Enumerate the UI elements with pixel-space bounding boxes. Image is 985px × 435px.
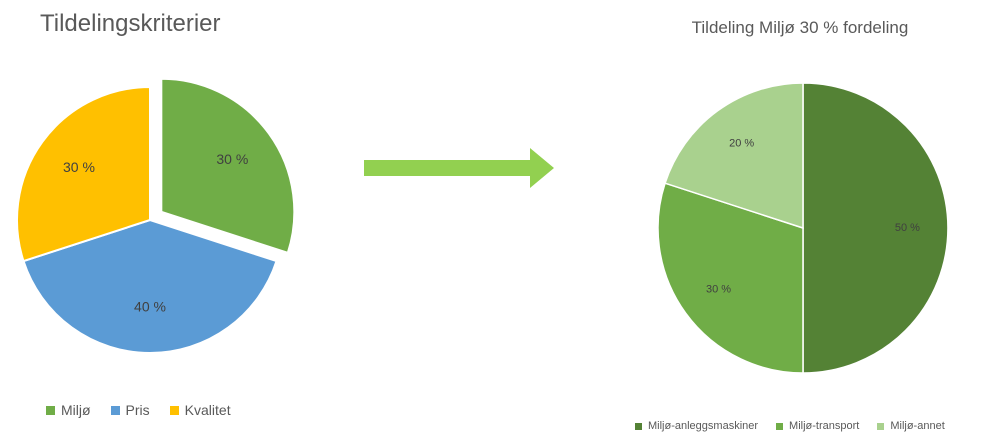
pie-slice-kvalitet — [16, 85, 151, 263]
pie-slice-miljo — [160, 77, 296, 255]
legend-swatch-miljo — [46, 405, 55, 415]
data-label-miljo: 30 % — [216, 151, 248, 167]
legend-label-pris: Pris — [125, 402, 150, 418]
legend-label-kvalitet: Kvalitet — [184, 402, 231, 418]
data-label-kvalitet: 30 % — [63, 159, 95, 175]
legend-item-anleggsmaskiner: Miljø-anleggsmaskiner — [635, 420, 758, 432]
data-label-pris: 40 % — [134, 298, 166, 314]
left-chart-title: Tildelingskriterier — [40, 10, 221, 37]
legend-swatch-pris — [110, 405, 120, 415]
legend-swatch-annet — [877, 422, 885, 430]
pie-slice-miljo-anleggsmaskiner — [802, 82, 949, 374]
left-chart-legend: Miljø Pris Kvalitet — [46, 402, 231, 418]
legend-item-kvalitet: Kvalitet — [169, 402, 231, 418]
legend-item-annet: Miljø-annet — [877, 420, 945, 432]
legend-label-anleggsmaskiner: Miljø-anleggsmaskiner — [648, 420, 759, 432]
legend-item-pris: Pris — [110, 402, 150, 418]
arrow-right-icon — [364, 148, 554, 188]
pie-slice-pris — [22, 218, 278, 354]
legend-label-annet: Miljø-annet — [890, 420, 945, 432]
pie-slice-miljo-transport — [657, 182, 804, 374]
legend-swatch-transport — [776, 422, 784, 430]
data-label-miljo-annet: 20 % — [729, 137, 754, 149]
legend-label-transport: Miljø-transport — [789, 420, 860, 432]
legend-label-miljo: Miljø — [61, 402, 91, 418]
legend-item-transport: Miljø-transport — [776, 420, 859, 432]
left-pie-chart: 30 % 40 % 30 % — [16, 77, 296, 354]
legend-item-miljo: Miljø — [46, 402, 91, 418]
data-label-miljo-anleggsmaskiner: 50 % — [895, 222, 920, 234]
data-label-miljo-transport: 30 % — [706, 283, 731, 295]
legend-swatch-anleggsmaskiner — [635, 422, 642, 430]
right-chart-title: Tildeling Miljø 30 % fordeling — [691, 18, 909, 37]
legend-swatch-kvalitet — [169, 405, 179, 415]
pie-slice-miljo-annet — [664, 82, 804, 230]
right-pie-chart: 50 % 30 % 20 % — [657, 82, 949, 374]
right-chart-legend: Miljø-anleggsmaskiner Miljø-transport Mi… — [635, 420, 945, 432]
